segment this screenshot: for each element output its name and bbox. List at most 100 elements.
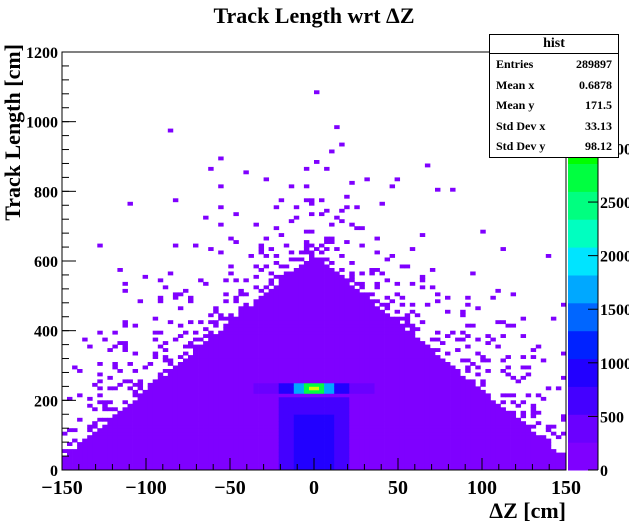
heatmap-cell: [364, 379, 370, 384]
heatmap-cell: [314, 264, 320, 269]
heatmap-cell: [147, 417, 154, 422]
heatmap-cell: [435, 414, 441, 419]
heatmap-cell: [354, 414, 360, 419]
heatmap-cell: [344, 449, 350, 453]
heatmap-cell: [127, 362, 133, 366]
heatmap-cell: [450, 379, 456, 384]
heatmap-cell: [303, 166, 310, 171]
heatmap-cell: [208, 417, 214, 422]
heatmap-cell: [389, 379, 396, 384]
heatmap-cell: [243, 379, 249, 384]
heatmap-cell: [364, 435, 370, 440]
heatmap-cell: [334, 389, 340, 394]
heatmap-cell: [87, 452, 93, 457]
heatmap-cell: [223, 334, 229, 338]
heatmap-cell: [152, 379, 159, 384]
heatmap-cell: [505, 365, 511, 370]
heatmap-cell: [349, 327, 355, 332]
heatmap-cell: [374, 393, 380, 398]
heatmap-cell: [157, 278, 164, 283]
heatmap-cell: [273, 414, 280, 419]
stats-rows: Entries 289897 Mean x 0.6878 Mean y 171.5 Std …: [490, 54, 618, 157]
heatmap-cell: [374, 456, 380, 460]
heatmap-cell: [480, 382, 486, 387]
heatmap-cell: [193, 355, 199, 359]
heatmap-cell: [283, 442, 290, 446]
heatmap-cell: [490, 424, 496, 429]
heatmap-cell: [303, 382, 310, 387]
heatmap-cell: [505, 421, 511, 426]
heatmap-cell: [319, 198, 325, 203]
heatmap-cell: [324, 396, 330, 401]
heatmap-cell: [208, 166, 214, 171]
heatmap-cell: [324, 257, 330, 262]
heatmap-cell: [107, 445, 113, 450]
heatmap-cell: [329, 456, 335, 460]
heatmap-cell: [82, 463, 88, 467]
heatmap-cell: [218, 313, 224, 318]
heatmap-cell: [223, 438, 229, 443]
heatmap-cell: [218, 205, 224, 210]
heatmap-cell: [414, 379, 421, 384]
heatmap-cell: [112, 386, 118, 391]
heatmap-cell: [429, 431, 436, 436]
heatmap-cell: [117, 466, 123, 471]
heatmap-cell: [374, 334, 380, 338]
heatmap-cell: [500, 431, 506, 436]
heatmap-cell: [268, 341, 275, 345]
heatmap-cell: [147, 410, 154, 415]
heatmap-cell: [248, 379, 254, 384]
heatmap-cell: [470, 386, 476, 391]
heatmap-cell: [414, 407, 421, 412]
heatmap-cell: [223, 323, 229, 328]
heatmap-cell: [162, 410, 169, 415]
heatmap-cell: [404, 334, 411, 338]
heatmap-cell: [485, 466, 491, 471]
heatmap-cell: [263, 400, 270, 405]
heatmap-cell: [384, 438, 391, 443]
heatmap-cell: [500, 449, 506, 453]
heatmap-cell: [112, 456, 118, 460]
heatmap-cell: [480, 452, 486, 457]
heatmap-cell: [455, 379, 461, 384]
heatmap-cell: [147, 414, 154, 419]
heatmap-cell: [309, 442, 315, 446]
heatmap-cell: [490, 445, 496, 450]
heatmap-cell: [193, 410, 199, 415]
heatmap-cell: [520, 459, 527, 464]
heatmap-cell: [561, 456, 567, 460]
heatmap-cell: [510, 442, 517, 446]
heatmap-cell: [213, 459, 219, 464]
heatmap-cell: [268, 463, 275, 467]
heatmap-cell: [480, 379, 486, 384]
heatmap-cell: [369, 456, 375, 460]
heatmap-cell: [298, 330, 305, 335]
heatmap-cell: [404, 424, 411, 429]
heatmap-cell: [77, 463, 83, 467]
heatmap-cell: [520, 334, 527, 338]
heatmap-cell: [283, 355, 290, 359]
stats-row: Std Dev x 33.13: [490, 116, 618, 137]
heatmap-cell: [399, 348, 406, 352]
heatmap-cell: [324, 431, 330, 436]
heatmap-cell: [475, 407, 481, 412]
heatmap-cell: [399, 459, 406, 464]
heatmap-cell: [319, 309, 325, 314]
heatmap-cell: [157, 438, 164, 443]
heatmap-cell: [440, 452, 446, 457]
heatmap-cell: [440, 410, 446, 415]
palette-swatch: [568, 163, 598, 192]
heatmap-cell: [414, 355, 421, 359]
heatmap-cell: [248, 407, 254, 412]
heatmap-cell: [419, 403, 426, 408]
heatmap-cell: [233, 375, 239, 380]
heatmap-cell: [455, 400, 461, 405]
heatmap-cell: [344, 372, 350, 377]
heatmap-cell: [314, 261, 320, 265]
heatmap-cell: [183, 449, 189, 453]
heatmap-cell: [193, 403, 199, 408]
heatmap-cell: [213, 431, 219, 436]
heatmap-cell: [278, 295, 285, 300]
heatmap-cell: [500, 400, 506, 405]
heatmap-cell: [87, 396, 93, 401]
